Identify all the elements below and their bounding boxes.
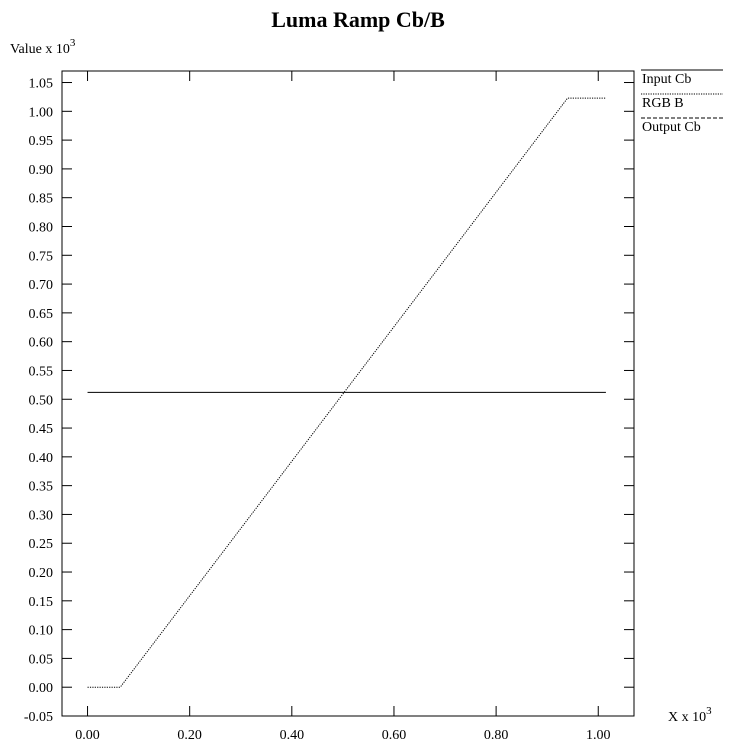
y-axis-label-exp: 3 — [70, 37, 76, 49]
y-axis: -0.05 0.00 0.05 0.10 0.15 0.20 0.25 0.30 0.35 0.4… — [24, 77, 634, 725]
y-tick-label: 0.20 — [29, 566, 54, 581]
y-tick-label: 0.80 — [29, 220, 54, 235]
x-tick-label: 1.00 — [586, 728, 611, 743]
legend-label: Input Cb — [642, 72, 691, 87]
plot-frame — [61, 70, 635, 717]
y-tick-label: 0.50 — [29, 393, 54, 408]
y-tick-label: 0.10 — [29, 624, 54, 639]
y-tick-label: 0.35 — [29, 480, 54, 495]
y-tick-label: -0.05 — [24, 710, 53, 725]
y-tick-label: 0.60 — [29, 336, 54, 351]
x-axis-label: X x 103 — [668, 705, 712, 725]
y-tick-label: 0.30 — [29, 508, 54, 523]
series-layer — [87, 97, 606, 688]
y-tick-label: 0.70 — [29, 278, 54, 293]
y-tick-label: 0.05 — [29, 652, 54, 667]
y-axis-label: Value x 103 — [10, 37, 76, 57]
x-axis: 0.00 0.20 0.40 0.60 0.80 1.00 — [75, 71, 611, 743]
y-tick-label: 1.05 — [29, 77, 54, 92]
x-axis-label-base: X x 10 — [668, 710, 706, 725]
y-tick-label: 0.15 — [29, 595, 54, 610]
x-tick-label: 0.80 — [484, 728, 509, 743]
y-tick-label: 0.40 — [29, 451, 54, 466]
chart-title: Luma Ramp Cb/B — [271, 7, 445, 32]
legend: Input Cb RGB B Output Cb — [641, 69, 723, 135]
x-tick-label: 0.20 — [177, 728, 202, 743]
legend-label: RGB B — [642, 96, 684, 111]
legend-label: Output Cb — [642, 120, 701, 135]
y-tick-label: 0.65 — [29, 307, 54, 322]
x-axis-label-exp: 3 — [706, 705, 712, 717]
y-tick-label: 0.00 — [29, 681, 54, 696]
x-tick-label: 0.00 — [75, 728, 100, 743]
y-tick-label: 0.90 — [29, 163, 54, 178]
y-tick-label: 1.00 — [29, 105, 54, 120]
y-tick-label: 0.45 — [29, 422, 54, 437]
x-tick-label: 0.60 — [382, 728, 407, 743]
y-tick-label: 0.85 — [29, 192, 54, 207]
y-tick-label: 0.25 — [29, 537, 54, 552]
x-tick-label: 0.40 — [280, 728, 305, 743]
y-tick-label: 0.55 — [29, 364, 54, 379]
y-axis-label-base: Value x 10 — [10, 42, 70, 57]
y-tick-label: 0.75 — [29, 249, 54, 264]
y-tick-label: 0.95 — [29, 134, 54, 149]
